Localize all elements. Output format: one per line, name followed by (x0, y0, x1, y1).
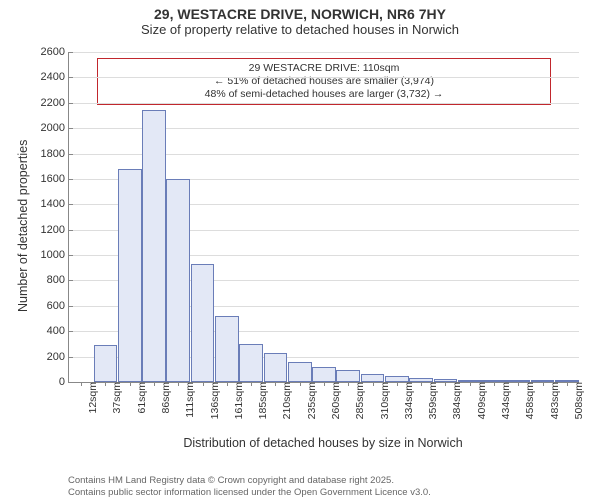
x-tick-label: 12sqm (85, 382, 99, 414)
x-tick-label: 334sqm (401, 382, 415, 419)
y-tick-label: 800 (47, 274, 69, 286)
chart-title: 29, WESTACRE DRIVE, NORWICH, NR6 7HY (0, 0, 600, 22)
x-tick-mark (203, 382, 204, 386)
y-tick-label: 1200 (41, 224, 69, 236)
y-tick-label: 2200 (41, 97, 69, 109)
histogram-bar (166, 179, 190, 382)
x-tick-label: 260sqm (328, 382, 342, 419)
chart-subtitle: Size of property relative to detached ho… (0, 22, 600, 37)
x-tick-mark (567, 382, 568, 386)
y-tick-label: 0 (59, 376, 69, 388)
y-tick-label: 1800 (41, 148, 69, 160)
x-tick-mark (324, 382, 325, 386)
footer-line: Contains public sector information licen… (68, 487, 431, 498)
x-tick-label: 483sqm (547, 382, 561, 419)
footer-line: Contains HM Land Registry data © Crown c… (68, 475, 431, 486)
histogram-bar (94, 345, 118, 382)
x-tick-label: 458sqm (522, 382, 536, 419)
x-tick-label: 285sqm (352, 382, 366, 419)
histogram-bar (191, 264, 215, 382)
x-tick-label: 136sqm (207, 382, 221, 419)
x-tick-mark (105, 382, 106, 386)
histogram-bar (288, 362, 312, 382)
y-tick-label: 1400 (41, 198, 69, 210)
x-tick-mark (373, 382, 374, 386)
y-tick-label: 2600 (41, 46, 69, 58)
x-tick-mark (494, 382, 495, 386)
x-tick-label: 37sqm (109, 382, 123, 414)
x-tick-label: 434sqm (498, 382, 512, 419)
gridline (69, 103, 579, 104)
y-tick-label: 1000 (41, 249, 69, 261)
annotation-line: 48% of semi-detached houses are larger (… (104, 88, 544, 101)
histogram-bar (239, 344, 263, 382)
histogram-bar (264, 353, 288, 382)
x-tick-mark (178, 382, 179, 386)
plot-area: 29 WESTACRE DRIVE: 110sqm ← 51% of detac… (68, 52, 579, 383)
chart-container: 29, WESTACRE DRIVE, NORWICH, NR6 7HY Siz… (0, 0, 600, 500)
y-tick-label: 400 (47, 325, 69, 337)
x-tick-mark (130, 382, 131, 386)
y-tick-label: 200 (47, 351, 69, 363)
histogram-bar (336, 370, 360, 382)
y-tick-label: 1600 (41, 173, 69, 185)
x-tick-label: 111sqm (182, 382, 196, 418)
y-tick-label: 2400 (41, 71, 69, 83)
x-tick-label: 185sqm (255, 382, 269, 419)
footer-attribution: Contains HM Land Registry data © Crown c… (68, 475, 431, 498)
x-tick-label: 210sqm (279, 382, 293, 419)
x-tick-mark (154, 382, 155, 386)
y-axis-label: Number of detached properties (16, 140, 30, 312)
gridline (69, 77, 579, 78)
annotation-box: 29 WESTACRE DRIVE: 110sqm ← 51% of detac… (97, 58, 551, 105)
x-tick-label: 86sqm (158, 382, 172, 414)
x-tick-mark (275, 382, 276, 386)
x-tick-mark (300, 382, 301, 386)
x-tick-label: 409sqm (474, 382, 488, 419)
annotation-line: 29 WESTACRE DRIVE: 110sqm (104, 62, 544, 75)
x-tick-mark (470, 382, 471, 386)
x-tick-label: 235sqm (304, 382, 318, 419)
x-tick-mark (227, 382, 228, 386)
x-tick-mark (251, 382, 252, 386)
x-tick-mark (81, 382, 82, 386)
x-tick-mark (518, 382, 519, 386)
x-tick-label: 161sqm (231, 382, 245, 419)
y-tick-label: 2000 (41, 122, 69, 134)
x-tick-mark (348, 382, 349, 386)
histogram-bar (215, 316, 239, 382)
histogram-bar (142, 110, 166, 382)
gridline (69, 52, 579, 53)
histogram-bar (312, 367, 336, 382)
x-tick-label: 61sqm (134, 382, 148, 414)
histogram-bar (118, 169, 142, 382)
x-tick-mark (421, 382, 422, 386)
x-axis-label: Distribution of detached houses by size … (68, 436, 578, 450)
x-tick-label: 508sqm (571, 382, 585, 419)
x-tick-label: 359sqm (425, 382, 439, 419)
y-tick-label: 600 (47, 300, 69, 312)
x-tick-label: 384sqm (449, 382, 463, 419)
x-tick-mark (397, 382, 398, 386)
x-tick-mark (445, 382, 446, 386)
x-tick-label: 310sqm (377, 382, 391, 419)
histogram-bar (361, 374, 385, 382)
x-tick-mark (543, 382, 544, 386)
